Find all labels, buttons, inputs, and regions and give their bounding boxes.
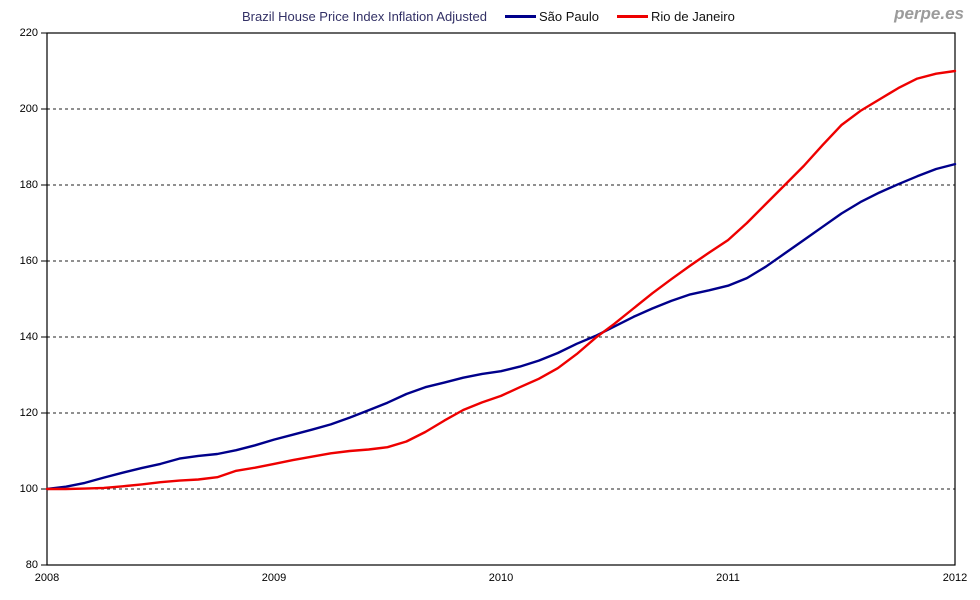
y-axis-tick-label: 160 [19,254,38,267]
y-axis-tick-label: 200 [19,102,38,115]
x-axis-tick-label: 2009 [261,572,287,584]
x-axis-tick-label: 2012 [942,572,968,584]
x-axis-tick-label: 2008 [34,572,60,584]
watermark: perpe.es [894,4,964,23]
x-axis-tick-label: 2011 [716,572,740,584]
legend-item-sao-paulo: São Paulo [505,9,599,24]
y-axis-tick-label: 80 [25,558,38,571]
y-axis-tick-label: 140 [19,330,38,343]
rio-de-janeiro-line-swatch-icon [617,15,648,18]
series-line-0 [45,162,957,491]
y-axis-tick-label: 220 [19,26,38,39]
legend-label: Rio de Janeiro [651,9,735,24]
sao-paulo-line-swatch-icon [505,15,536,18]
series-line-1 [45,69,957,491]
legend-label: São Paulo [539,9,599,24]
y-axis-tick-label: 120 [19,406,38,419]
y-axis-tick-label: 100 [19,482,38,495]
x-axis-tick-label: 2010 [488,572,514,584]
plot-frame [46,32,956,566]
legend-item-rio-de-janeiro: Rio de Janeiro [617,9,735,24]
chart-title: Brazil House Price Index Inflation Adjus… [242,9,487,24]
y-axis-tick-label: 180 [19,178,38,191]
